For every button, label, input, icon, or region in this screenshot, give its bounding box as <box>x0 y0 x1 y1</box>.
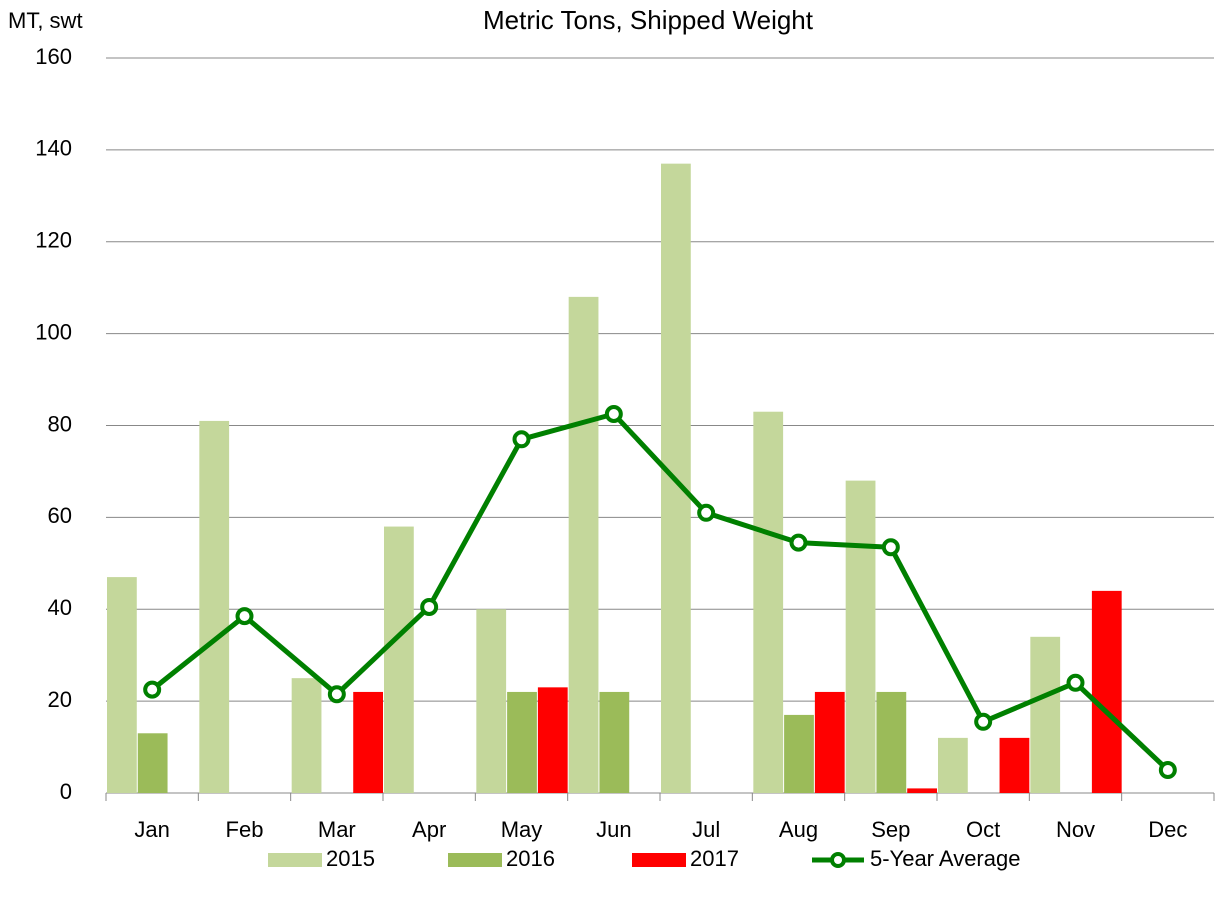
line-marker <box>235 607 254 626</box>
bar <box>1091 590 1122 793</box>
line-marker <box>789 533 808 552</box>
bar <box>599 691 630 793</box>
bar <box>938 737 968 793</box>
x-tick-label: Nov <box>1056 817 1095 842</box>
line-marker <box>974 712 993 731</box>
y-tick-label: 160 <box>35 44 72 69</box>
line-marker <box>512 430 531 449</box>
x-tick-label: Sep <box>871 817 910 842</box>
bar <box>199 420 230 793</box>
bar <box>999 737 1030 793</box>
bar <box>907 788 937 793</box>
x-tick-label: Oct <box>966 817 1000 842</box>
bar <box>814 691 845 793</box>
legend-swatch <box>268 853 322 867</box>
line-marker <box>327 685 346 704</box>
bar <box>291 678 322 793</box>
legend-swatch <box>632 853 686 867</box>
legend-swatch <box>448 853 502 867</box>
y-axis-label: MT, swt <box>8 8 83 33</box>
bar <box>845 480 876 793</box>
bar <box>876 691 907 793</box>
legend-label: 2016 <box>506 846 555 871</box>
bar <box>568 296 599 793</box>
bar <box>353 691 383 793</box>
legend-marker <box>830 852 846 868</box>
x-tick-label: Mar <box>318 817 356 842</box>
y-tick-label: 60 <box>48 503 72 528</box>
x-tick-label: Jan <box>134 817 169 842</box>
line-marker <box>697 503 716 522</box>
legend-label: 2015 <box>326 846 375 871</box>
bar <box>784 714 814 793</box>
x-tick-label: May <box>501 817 543 842</box>
legend-label: 2017 <box>690 846 739 871</box>
x-tick-label: Aug <box>779 817 818 842</box>
y-tick-label: 120 <box>35 228 72 253</box>
x-tick-label: Jul <box>692 817 720 842</box>
x-tick-label: Jun <box>596 817 631 842</box>
line-marker <box>604 405 623 424</box>
y-tick-label: 80 <box>48 411 72 436</box>
x-tick-label: Dec <box>1148 817 1187 842</box>
bar <box>107 577 137 793</box>
bar <box>537 687 568 793</box>
y-tick-label: 20 <box>48 687 72 712</box>
y-tick-label: 40 <box>48 595 72 620</box>
y-tick-label: 0 <box>60 779 72 804</box>
y-tick-label: 140 <box>35 136 72 161</box>
line-marker <box>881 538 900 557</box>
legend-label: 5-Year Average <box>870 846 1020 871</box>
y-tick-label: 100 <box>35 319 72 344</box>
bar <box>1030 636 1061 793</box>
bar <box>753 411 784 793</box>
bar <box>507 691 537 793</box>
x-tick-label: Apr <box>412 817 446 842</box>
line-marker <box>143 680 162 699</box>
bar <box>137 733 168 793</box>
line <box>150 411 1170 772</box>
bar <box>384 526 414 793</box>
line-marker <box>420 597 439 616</box>
chart-title: Metric Tons, Shipped Weight <box>483 5 814 35</box>
bar <box>476 609 507 793</box>
x-tick-label: Feb <box>226 817 264 842</box>
line-marker <box>1158 761 1177 780</box>
line-marker <box>1066 673 1085 692</box>
